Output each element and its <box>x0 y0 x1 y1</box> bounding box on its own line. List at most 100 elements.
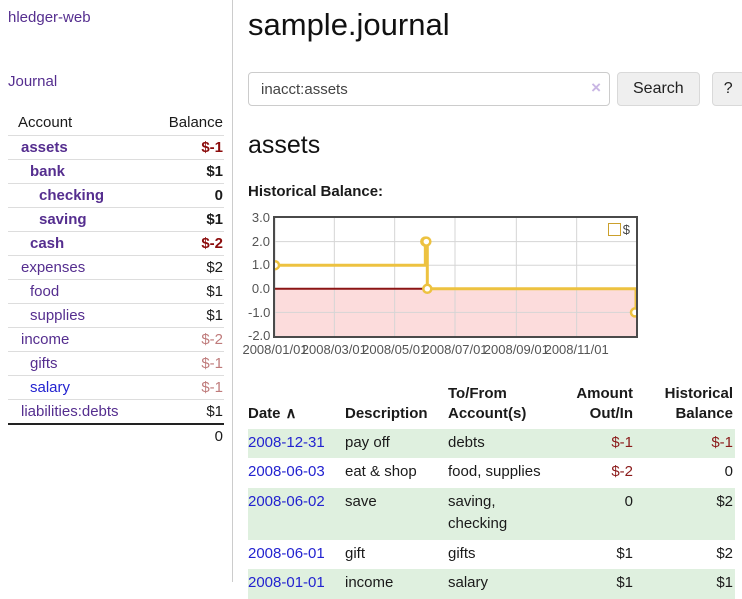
x-tick-label: 2008/07/01 <box>422 342 488 358</box>
transaction-date-link[interactable]: 2008-06-03 <box>248 463 325 481</box>
transaction-balance: 0 <box>724 463 733 481</box>
y-tick-label: 0.0 <box>251 280 270 296</box>
account-balance: $1 <box>143 159 224 184</box>
help-button[interactable]: ? <box>711 72 742 107</box>
legend-swatch-icon <box>607 223 621 237</box>
column-header-accounts[interactable]: To/From Account(s) <box>448 385 527 423</box>
journal-link[interactable]: Journal <box>8 73 58 90</box>
chart-legend: $ <box>605 221 632 239</box>
accounts-header-account: Account <box>18 114 73 131</box>
x-tick-label: 2008/03/01 <box>301 342 367 358</box>
account-row: saving $1 <box>8 207 224 232</box>
account-link[interactable]: income <box>21 331 70 348</box>
brand-link[interactable]: hledger-web <box>8 9 91 26</box>
register-row: 2008-12-31 pay off debts $-1 $-1 <box>248 428 735 459</box>
chart-svg <box>275 218 636 337</box>
transaction-date-link[interactable]: 2008-01-01 <box>248 574 325 592</box>
sidebar: hledger-web Journal Account Balance asse… <box>0 0 233 582</box>
register-table: Date ∧ Description To/From Account(s) Amo… <box>248 382 735 599</box>
transaction-description: save <box>345 487 448 540</box>
y-tick-label: 1.0 <box>251 257 270 273</box>
transaction-accounts: saving, checking <box>448 487 565 540</box>
account-balance: $1 <box>143 303 224 328</box>
account-balance: $-1 <box>143 135 224 160</box>
account-row: expenses $2 <box>8 255 224 280</box>
account-balance: $1 <box>143 279 224 304</box>
brand: hledger-web <box>8 9 224 26</box>
account-link[interactable]: expenses <box>21 259 86 276</box>
account-link[interactable]: liabilities:debts <box>21 403 119 420</box>
account-balance: $-1 <box>143 375 224 400</box>
transaction-amount: $-1 <box>565 428 643 459</box>
y-tick-label: 2.0 <box>251 233 270 249</box>
transaction-date-link[interactable]: 2008-06-02 <box>248 492 325 510</box>
account-balance: $-2 <box>143 327 224 352</box>
x-tick-label: 2008/05/01 <box>362 342 428 358</box>
accounts-total-row: 0 <box>8 423 224 448</box>
account-link[interactable]: supplies <box>30 307 86 324</box>
account-row: supplies $1 <box>8 303 224 328</box>
account-row: gifts $-1 <box>8 351 224 376</box>
x-tick-label: 2008/09/01 <box>483 342 549 358</box>
y-tick-label: -2.0 <box>248 328 271 344</box>
account-row: food $1 <box>8 279 224 304</box>
account-link[interactable]: checking <box>39 187 105 204</box>
account-balance: $-2 <box>143 231 224 256</box>
transaction-accounts: salary <box>448 569 565 599</box>
account-link[interactable]: assets <box>21 139 68 156</box>
account-link[interactable]: salary <box>30 379 71 396</box>
account-balance: $2 <box>143 255 224 280</box>
y-tick-label: -1.0 <box>248 304 271 320</box>
account-balance: $1 <box>143 207 224 232</box>
transaction-description: eat & shop <box>345 463 417 481</box>
account-balance: 0 <box>143 183 224 208</box>
account-link[interactable]: gifts <box>30 355 58 372</box>
transaction-accounts: gifts <box>448 544 476 562</box>
x-tick-label: 2008/01/01 <box>242 342 308 358</box>
account-row: cash $-2 <box>8 231 224 256</box>
account-link[interactable]: saving <box>39 211 87 228</box>
column-header-balance[interactable]: Historical Balance <box>664 385 733 423</box>
account-link[interactable]: bank <box>30 163 66 180</box>
register-header-row: Date ∧ Description To/From Account(s) Amo… <box>248 382 735 429</box>
account-title: assets <box>248 131 321 160</box>
account-row: income $-2 <box>8 327 224 352</box>
column-header-date[interactable]: Date ∧ <box>248 405 297 423</box>
column-header-amount[interactable]: Amount Out/In <box>576 385 633 423</box>
accounts-total: 0 <box>143 423 224 448</box>
account-row: salary $-1 <box>8 375 224 400</box>
historical-balance-chart: $ 3.0 2.0 1.0 0.0 -1.0 -2.0 2008/01/01 2008/03… <box>242 210 742 362</box>
register-row: 2008-06-02 save saving, checking 0 $2 <box>248 487 735 540</box>
transaction-date-link[interactable]: 2008-06-01 <box>248 544 325 562</box>
register-row: 2008-06-03 eat & shop food, supplies $-2… <box>248 458 735 488</box>
transaction-description: income <box>345 569 448 599</box>
transaction-amount: 0 <box>565 487 643 540</box>
transaction-amount: $-2 <box>611 463 633 481</box>
accounts-table: Account Balance assets $-1 bank $1 check… <box>8 111 224 448</box>
search-button[interactable]: Search <box>617 72 700 107</box>
account-balance: $1 <box>143 399 224 424</box>
transaction-amount: $1 <box>616 544 633 562</box>
transaction-description: gift <box>345 544 366 562</box>
search-input[interactable] <box>248 72 610 107</box>
account-link[interactable]: cash <box>30 235 65 252</box>
x-tick-label: 2008/11/01 <box>544 342 609 358</box>
account-row: checking 0 <box>8 183 224 208</box>
account-row: bank $1 <box>8 159 224 184</box>
transaction-balance: $-1 <box>643 428 735 459</box>
search-form: × Search ? <box>248 72 742 107</box>
transaction-description: pay off <box>345 428 448 459</box>
sort-ascending-icon: ∧ <box>285 405 297 423</box>
y-tick-label: 3.0 <box>251 210 270 226</box>
chart-section-label: Historical Balance: <box>248 183 384 201</box>
account-balance: $-1 <box>143 351 224 376</box>
account-link[interactable]: food <box>30 283 60 300</box>
clear-search-icon[interactable]: × <box>591 78 601 98</box>
nav-journal: Journal <box>8 73 224 90</box>
register-row: 2008-01-01 income salary $1 $1 <box>248 569 735 599</box>
accounts-header-balance: Balance <box>168 114 223 131</box>
transaction-date-link[interactable]: 2008-12-31 <box>248 433 325 451</box>
register-row: 2008-06-01 gift gifts $1 $2 <box>248 540 735 570</box>
column-header-description[interactable]: Description <box>345 405 428 423</box>
